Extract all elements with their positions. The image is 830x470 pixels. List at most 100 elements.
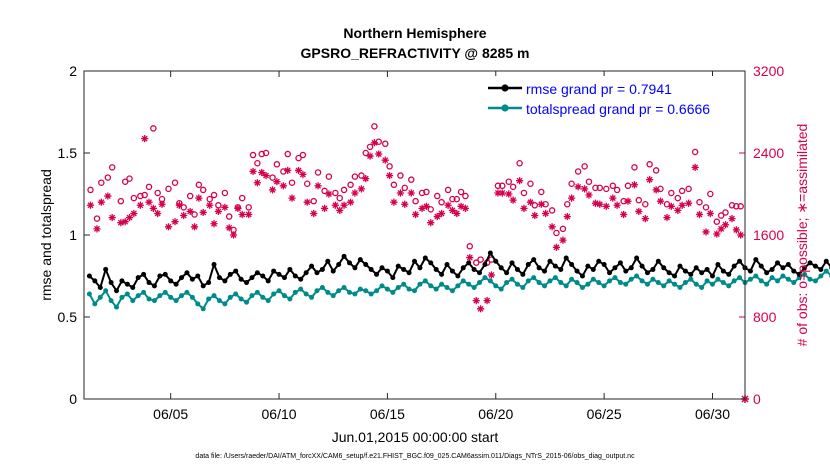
obs-assimilated-point — [164, 223, 173, 231]
totalspread-point — [135, 293, 141, 299]
rmse-point — [86, 273, 92, 279]
totalspread-point — [206, 296, 212, 302]
totalspread-point — [699, 284, 705, 290]
obs-possible-point — [325, 173, 333, 180]
totalspread-point — [764, 281, 770, 287]
obs-possible-point — [668, 189, 675, 197]
totalspread-point — [563, 283, 569, 289]
rmse-point — [775, 260, 781, 266]
totalspread-point — [520, 284, 526, 290]
obs-possible-point — [707, 190, 714, 198]
totalspread-point — [124, 291, 130, 297]
obs-possible-point — [154, 189, 161, 197]
obs-assimilated-point — [559, 236, 567, 244]
totalspread-point — [92, 301, 98, 307]
obs-possible-point — [303, 180, 311, 187]
rmse-point — [780, 265, 786, 271]
obs-possible-point — [93, 215, 101, 222]
obs-assimilated-point — [190, 223, 199, 231]
plot-frame — [83, 70, 746, 400]
obs-assimilated-point — [498, 189, 506, 197]
rmse-point — [200, 283, 206, 289]
obs-possible-point — [332, 189, 339, 197]
obs-possible-point — [195, 181, 203, 189]
obs-possible-point — [568, 180, 575, 187]
totalspread-point — [384, 286, 390, 292]
rmse-point — [227, 271, 233, 277]
totalspread-point — [227, 294, 233, 300]
rmse-point — [298, 276, 304, 282]
obs-assimilated-point — [186, 207, 194, 216]
obs-possible-point — [141, 191, 148, 199]
totalspread-point — [222, 301, 228, 307]
obs-assimilated-point — [351, 189, 359, 197]
rmse-point — [688, 271, 694, 277]
rmse-point — [444, 262, 450, 268]
totalspread-point — [677, 284, 683, 290]
rmse-point — [309, 263, 315, 269]
obs-possible-point — [269, 174, 276, 181]
rmse-point — [341, 253, 347, 259]
chart-subtitle: GPSRO_REFRACTIVITY @ 8285 m — [301, 45, 530, 61]
totalspread-point — [336, 288, 342, 294]
obs-possible-point — [254, 159, 261, 167]
obs-assimilated-point — [721, 221, 730, 229]
obs-possible-point — [603, 185, 610, 193]
totalspread-point — [189, 294, 195, 300]
totalspread-point — [531, 275, 537, 281]
rmse-point — [747, 268, 753, 274]
obs-assimilated-point — [97, 198, 105, 206]
obs-assimilated-point — [121, 218, 129, 226]
obs-possible-point — [381, 140, 389, 148]
obs-possible-point — [466, 243, 474, 250]
obs-assimilated-point — [494, 189, 502, 197]
totalspread-point — [179, 293, 185, 299]
totalspread-point — [319, 284, 325, 290]
obs-possible-point — [499, 182, 506, 190]
obs-assimilated-point — [574, 183, 582, 191]
rmse-point — [579, 273, 585, 279]
y-axis-label-left: rmse and totalspread — [38, 169, 54, 301]
obs-assimilated-point — [685, 199, 693, 207]
rmse-point — [699, 270, 705, 276]
obs-possible-point — [592, 184, 599, 192]
obs-possible-point — [321, 187, 328, 195]
obs-possible-point — [145, 183, 153, 191]
totalspread-point — [471, 284, 477, 290]
rmse-point — [666, 270, 672, 276]
rmse-point — [130, 284, 136, 290]
totalspread-point — [374, 288, 380, 294]
totalspread-point — [314, 288, 320, 294]
rmse-point — [547, 258, 553, 264]
totalspread-point — [661, 283, 667, 289]
totalspread-point — [211, 293, 217, 299]
rmse-point — [216, 275, 222, 281]
obs-possible-point — [262, 149, 270, 157]
totalspread-point — [97, 294, 103, 300]
obs-assimilated-point — [732, 226, 740, 234]
obs-possible-point — [375, 138, 382, 145]
totalspread-point — [439, 281, 445, 287]
totalspread-point — [709, 281, 715, 287]
obs-assimilated-point — [407, 189, 415, 197]
totalspread-point — [281, 293, 287, 299]
rmse-point — [769, 266, 775, 272]
obs-assimilated-point — [234, 204, 242, 212]
totalspread-point — [265, 298, 271, 304]
obs-assimilated-point — [245, 210, 253, 219]
rmse-point — [330, 268, 336, 274]
rmse-point — [363, 262, 369, 268]
obs-assimilated-point — [253, 179, 261, 187]
rmse-point — [244, 280, 250, 286]
rmse-point — [374, 271, 380, 277]
totalspread-point — [114, 304, 120, 310]
rmse-point — [179, 275, 185, 281]
totalspread-point — [558, 280, 564, 286]
rmse-point — [661, 265, 667, 271]
rmse-point — [108, 280, 114, 286]
obs-assimilated-point — [370, 139, 379, 147]
obs-possible-point — [295, 154, 302, 162]
obs-possible-point — [685, 185, 692, 193]
rmse-point — [563, 255, 569, 261]
obs-possible-point — [691, 148, 699, 156]
